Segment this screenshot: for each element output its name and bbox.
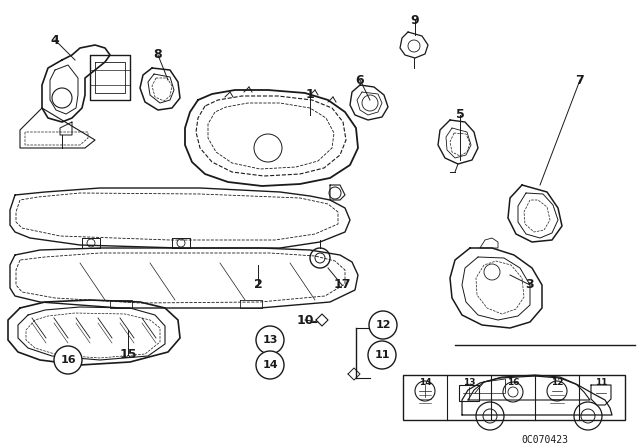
Text: 4: 4 bbox=[51, 34, 60, 47]
Text: 11: 11 bbox=[595, 378, 607, 387]
Text: 13: 13 bbox=[463, 378, 476, 387]
Text: 14: 14 bbox=[262, 360, 278, 370]
Text: 8: 8 bbox=[154, 48, 163, 61]
Text: 0C070423: 0C070423 bbox=[522, 435, 568, 445]
Text: 5: 5 bbox=[456, 108, 465, 121]
Text: 10: 10 bbox=[296, 314, 314, 327]
Text: 12: 12 bbox=[375, 320, 391, 330]
Text: 11: 11 bbox=[374, 350, 390, 360]
Text: 13: 13 bbox=[262, 335, 278, 345]
Text: 7: 7 bbox=[575, 73, 584, 86]
Text: 1: 1 bbox=[306, 89, 314, 102]
Circle shape bbox=[256, 326, 284, 354]
Text: 3: 3 bbox=[525, 279, 534, 292]
Circle shape bbox=[369, 311, 397, 339]
Text: 12: 12 bbox=[551, 378, 563, 387]
Text: 2: 2 bbox=[253, 279, 262, 292]
Bar bbox=[403, 375, 625, 420]
Text: 9: 9 bbox=[411, 13, 419, 26]
Text: 14: 14 bbox=[419, 378, 431, 387]
Text: 17: 17 bbox=[333, 279, 351, 292]
Text: 16: 16 bbox=[507, 378, 519, 387]
Text: 16: 16 bbox=[60, 355, 76, 365]
Bar bbox=[459, 385, 479, 401]
Text: 15: 15 bbox=[119, 349, 137, 362]
Text: 6: 6 bbox=[356, 73, 364, 86]
Circle shape bbox=[54, 346, 82, 374]
Circle shape bbox=[256, 351, 284, 379]
Circle shape bbox=[368, 341, 396, 369]
